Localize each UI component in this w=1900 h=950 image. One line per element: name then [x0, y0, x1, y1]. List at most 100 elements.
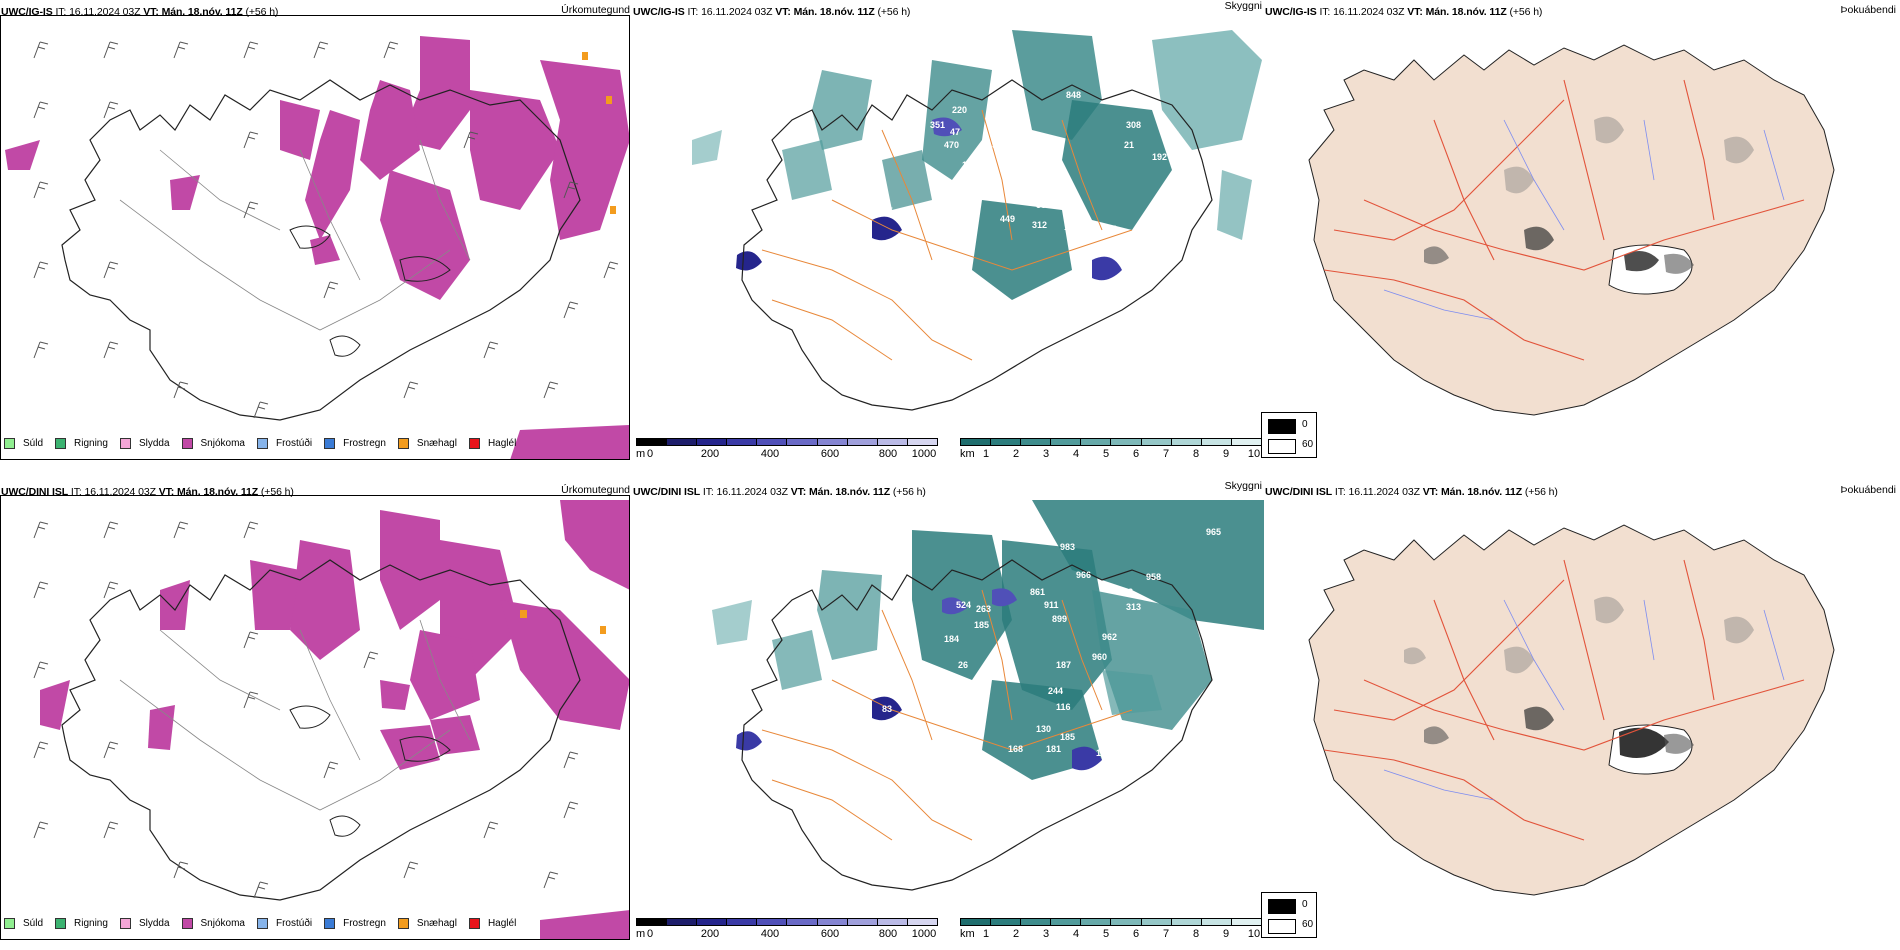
colorbar-segment — [757, 919, 788, 925]
colorbar-segment — [1201, 439, 1232, 445]
issue-prefix: IT: — [702, 486, 714, 498]
visibility-value-label: 958 — [1146, 572, 1161, 582]
visibility-value-label: 965 — [1206, 527, 1221, 537]
visibility-panel-igis: 220 351 47 470 509 153 454 848 697 308 21 235 192 193… — [632, 0, 1264, 460]
issue-prefix: IT: — [1334, 486, 1346, 498]
panel-title: UWC/DINI ISL IT: 16.11.2024 03Z VT: Mán.… — [633, 486, 926, 498]
fog-legend-black-swatch — [1268, 899, 1296, 914]
visibility-value-label: 100 — [962, 200, 977, 210]
visibility-value-label: 454 — [1034, 140, 1049, 150]
legend-swatch — [397, 437, 409, 449]
fog-land — [1308, 44, 1835, 416]
legend-item: Snæhagl — [397, 437, 457, 449]
legend-label: Haglél — [487, 437, 517, 449]
issue-prefix: IT: — [1319, 6, 1331, 18]
colorbar-segment — [667, 919, 698, 925]
visibility-value-label: 192 — [1152, 152, 1167, 162]
panel-name: Þokuábendi — [1840, 484, 1896, 496]
legend-item: Rigning — [55, 437, 108, 449]
fog-legend-label: 0 — [1302, 419, 1308, 430]
legend-swatch — [55, 917, 67, 929]
fog-legend: 0 60 — [1261, 892, 1317, 938]
colorbar-segment — [1021, 919, 1052, 925]
legend-item: Haglél — [468, 917, 516, 929]
visibility-value-label: 966 — [1076, 570, 1091, 580]
visibility-value-label: 470 — [944, 140, 959, 150]
legend-swatch — [181, 917, 193, 929]
visibility-value-label: 116 — [1056, 702, 1071, 712]
colorbar-tick: 5 — [1102, 928, 1110, 940]
panel-name: Úrkomutegund — [561, 4, 630, 16]
iceland-outline — [61, 79, 581, 421]
visibility-value-label: 21 — [1124, 140, 1134, 150]
visibility-value-label: 556 — [1036, 200, 1051, 210]
map-frame — [0, 495, 630, 940]
precip-legend: Súld Rigning Slydda Snjókoma Frostúði Fr… — [4, 913, 528, 933]
legend-item: Súld — [4, 917, 43, 929]
fog-legend-white-swatch — [1268, 919, 1296, 934]
panel-name: Úrkomutegund — [561, 484, 630, 496]
colorbar-segment — [907, 439, 937, 445]
visibility-value-label: 187 — [1056, 660, 1071, 670]
panel-title: UWC/IG-IS IT: 16.11.2024 03Z VT: Mán. 18… — [1265, 6, 1542, 18]
colorbar-tick: 9 — [1222, 448, 1230, 460]
colorbar-tick: 1000 — [911, 928, 937, 940]
issue-time: 16.11.2024 03Z — [1333, 6, 1405, 18]
legend-item: Rigning — [55, 917, 108, 929]
colorbar-tick: 8 — [1192, 928, 1200, 940]
visibility-map: 220 351 47 470 509 153 454 848 697 308 21 235 192 193… — [692, 30, 1262, 411]
lead-time: (+56 h) — [1509, 6, 1543, 18]
colorbar-tick: 1000 — [911, 448, 937, 460]
issue-time: 16.11.2024 03Z — [1348, 486, 1420, 498]
visibility-value-label: 185 — [1060, 732, 1075, 742]
panel-name: Þokuábendi — [1840, 4, 1896, 16]
colorbar-segment — [697, 439, 728, 445]
iceland-outline — [741, 559, 1213, 891]
lead-time: (+56 h) — [260, 486, 294, 498]
visibility-value-label: 184 — [944, 634, 959, 644]
legend-label: Frostúði — [275, 917, 313, 929]
fog-panel-dini: UWC/DINI ISL IT: 16.11.2024 03Z VT: Mán.… — [1261, 480, 1900, 940]
visibility-value-label: 313 — [1126, 602, 1141, 612]
colorbar-segment — [727, 439, 758, 445]
panel-title: UWC/IG-IS IT: 16.11.2024 03Z VT: Mán. 18… — [633, 6, 910, 18]
legend-item: Snjókoma — [181, 437, 245, 449]
visibility-value-label: 515 — [1110, 734, 1125, 744]
visibility-value-label: 235 — [1164, 130, 1179, 140]
colorbar-segment — [907, 919, 937, 925]
visibility-value-label: 83 — [882, 704, 892, 714]
visibility-value-label: 128 — [1096, 748, 1111, 758]
colorbar-tick: 800 — [878, 928, 898, 940]
visibility-value-labels: 983 966 958 965 861 524 263 911 899 313 813 962 185 1… — [882, 527, 1243, 758]
colorbar-tick: 6 — [1132, 928, 1140, 940]
visibility-value-label: 153 — [962, 160, 977, 170]
legend-item: Súld — [4, 437, 43, 449]
legend-item: Haglél — [468, 437, 517, 449]
colorbar-segment — [961, 919, 992, 925]
legend-swatch — [468, 917, 480, 929]
lead-time: (+56 h) — [1524, 486, 1558, 498]
colorbar-segment — [1081, 439, 1112, 445]
colorbar-tick: 3 — [1042, 448, 1050, 460]
colorbar-segment — [877, 439, 908, 445]
colorbar-segment — [1051, 439, 1082, 445]
legend-item: Slydda — [119, 917, 170, 929]
snow-areas — [40, 500, 629, 939]
valid-time: Mán. 18.nóv. 11Z — [809, 486, 891, 498]
fog-legend-black-swatch — [1268, 419, 1296, 434]
legend-label: Slydda — [138, 437, 170, 449]
legend-label: Snæhagl — [416, 437, 457, 449]
legend-item: Frostúði — [256, 437, 312, 449]
issue-prefix: IT: — [55, 6, 67, 18]
visibility-value-label: 130 — [1036, 724, 1051, 734]
colorbar-segment — [817, 439, 848, 445]
cloudbase-colorbar-strip — [636, 438, 938, 446]
visibility-value-label: 813 — [1118, 587, 1133, 597]
lead-time: (+56 h) — [877, 6, 911, 18]
colorbar-segment — [697, 919, 728, 925]
valid-prefix: VT: — [158, 486, 175, 498]
colorbar-segment — [1111, 919, 1142, 925]
visibility-value-label: 110 — [962, 720, 977, 730]
visibility-panel-dini: 983 966 958 965 861 524 263 911 899 313 813 962 185 1… — [632, 480, 1264, 940]
visibility-value-label: 145 — [878, 206, 893, 216]
